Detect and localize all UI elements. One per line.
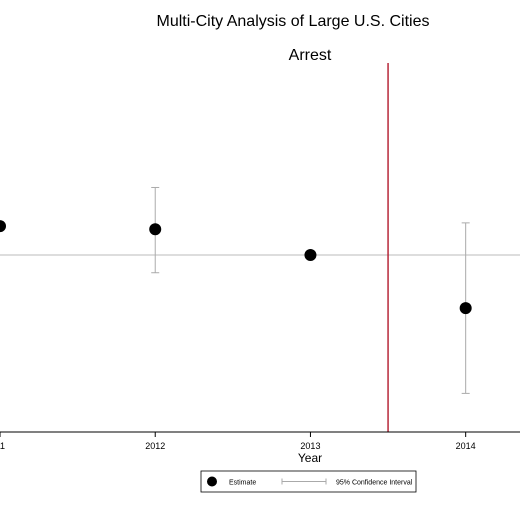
plot-area: 2011 2012 2013 2014	[0, 63, 520, 451]
legend: Estimate 95% Confidence Interval	[200, 470, 417, 493]
x-axis-label: Year	[298, 451, 322, 465]
estimate-point	[149, 223, 162, 236]
x-tick-label: 2014	[456, 441, 476, 451]
x-tick-label: 2011	[0, 441, 5, 451]
x-tick-label: 2013	[300, 441, 320, 451]
legend-estimate-label: Estimate	[229, 480, 256, 487]
chart-subtitle: Arrest	[289, 47, 332, 64]
estimate-point	[304, 249, 317, 262]
legend-estimate-marker	[207, 476, 217, 487]
legend-ci-label: 95% Confidence Interval	[336, 480, 413, 487]
estimate-point	[0, 220, 6, 233]
chart-title: Multi-City Analysis of Large U.S. Cities	[157, 13, 430, 30]
estimate-point	[459, 302, 472, 315]
x-tick-label: 2012	[145, 441, 165, 451]
